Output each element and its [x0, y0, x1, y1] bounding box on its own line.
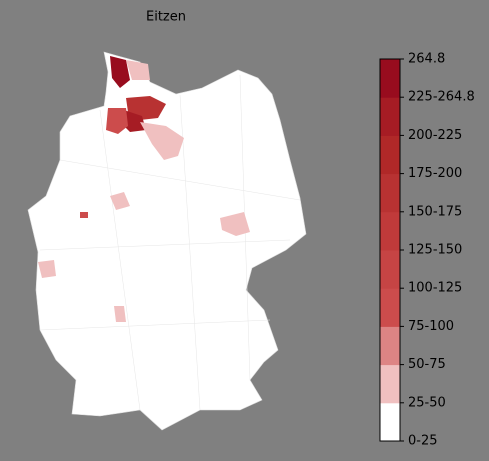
- colorbar-band: [380, 364, 400, 404]
- colorbar-band: [380, 173, 400, 213]
- colorbar-label: 75-100: [408, 319, 454, 334]
- colorbar-band: [380, 59, 400, 98]
- region-low: [220, 212, 250, 236]
- colorbar-label: 175-200: [408, 166, 462, 181]
- colorbar-band: [380, 135, 400, 175]
- colorbar-label: 125-150: [408, 243, 462, 258]
- map-title: Eitzen: [146, 10, 186, 25]
- colorbar-label: 264.8: [408, 52, 445, 67]
- colorbar-band: [380, 97, 400, 136]
- country-outline: [27, 51, 307, 431]
- colorbar-band: [380, 326, 400, 366]
- colorbar: 0-25 25-50 50-75 75-100 100-125 125-150 150-17…: [379, 52, 475, 449]
- colorbar-label: 200-225: [408, 128, 462, 143]
- colorbar-band: [380, 288, 400, 327]
- region-mid: [106, 108, 128, 134]
- region-low: [126, 60, 150, 80]
- colorbar-label: 50-75: [408, 357, 446, 372]
- colorbar-label: 0-25: [408, 434, 438, 449]
- colorbar-label: 25-50: [408, 395, 446, 410]
- region-low: [38, 260, 56, 278]
- colorbar-label: 100-125: [408, 281, 462, 296]
- region-high: [110, 56, 130, 88]
- region-mid: [80, 212, 88, 218]
- region-low: [140, 122, 184, 160]
- colorbar-label: 225-264.8: [408, 90, 475, 105]
- region-low: [110, 192, 130, 210]
- region-low: [114, 306, 126, 322]
- colorbar-band: [380, 211, 400, 251]
- colorbar-label: 150-175: [408, 204, 462, 219]
- colorbar-band: [380, 402, 400, 442]
- region-borders: [39, 74, 301, 411]
- colorbar-band: [380, 250, 400, 289]
- germany-map: [27, 51, 307, 431]
